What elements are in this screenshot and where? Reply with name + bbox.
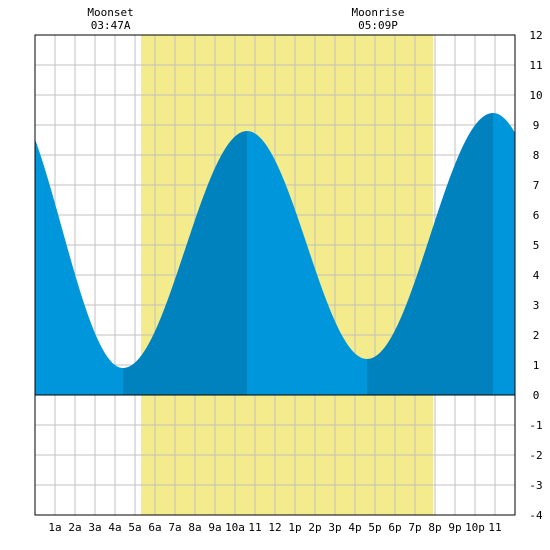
- x-tick-label: 3a: [88, 521, 101, 534]
- x-tick-label: 4a: [108, 521, 121, 534]
- y-tick-label: 4: [533, 269, 540, 282]
- x-tick-label: 10p: [465, 521, 485, 534]
- tide-area-rising: [367, 113, 493, 395]
- y-tick-label: 12: [529, 29, 542, 42]
- x-tick-label: 3p: [328, 521, 341, 534]
- y-tick-label: 2: [533, 329, 540, 342]
- x-tick-label: 4p: [348, 521, 361, 534]
- y-tick-label: 8: [533, 149, 540, 162]
- y-tick-label: -1: [529, 419, 542, 432]
- moon-event-time: 05:09P: [358, 19, 398, 32]
- moon-event-name: Moonset: [87, 6, 133, 19]
- x-tick-label: 5a: [128, 521, 141, 534]
- x-tick-label: 1p: [288, 521, 301, 534]
- x-tick-label: 2p: [308, 521, 321, 534]
- x-tick-labels: 1a 2a 3a 4a 5a 6a 7a 8a 9a 10a 11 12 1p 2p 3p 4p 5p 6p 7p 8…: [48, 521, 501, 534]
- y-tick-label: -4: [529, 509, 543, 522]
- x-tick-label: 10a: [225, 521, 245, 534]
- moon-event-time: 03:47A: [91, 19, 131, 32]
- y-tick-label: -2: [529, 449, 542, 462]
- x-tick-label: 7a: [168, 521, 181, 534]
- tide-area-falling: [247, 131, 367, 395]
- tide-area-falling: [493, 113, 515, 395]
- y-tick-label: -3: [529, 479, 542, 492]
- y-tick-label: 10: [529, 89, 542, 102]
- y-tick-label: 9: [533, 119, 540, 132]
- x-tick-label: 12: [268, 521, 281, 534]
- x-tick-label: 11: [488, 521, 501, 534]
- x-tick-label: 5p: [368, 521, 381, 534]
- tide-layer: [35, 113, 515, 395]
- x-tick-label: 8p: [428, 521, 441, 534]
- x-tick-label: 1a: [48, 521, 61, 534]
- moon-event-name: Moonrise: [352, 6, 405, 19]
- y-tick-label: 7: [533, 179, 540, 192]
- y-tick-label: 1: [533, 359, 540, 372]
- x-tick-label: 9a: [208, 521, 221, 534]
- y-tick-label: 11: [529, 59, 542, 72]
- x-tick-label: 2a: [68, 521, 81, 534]
- x-tick-label: 9p: [448, 521, 461, 534]
- y-tick-label: 3: [533, 299, 540, 312]
- y-tick-label: 5: [533, 239, 540, 252]
- plot-border: [34, 34, 516, 516]
- y-tick-label: 6: [533, 209, 540, 222]
- tide-area-rising: [123, 131, 247, 395]
- x-tick-label: 8a: [188, 521, 201, 534]
- x-tick-label: 6p: [388, 521, 401, 534]
- tide-area-falling: [35, 139, 123, 395]
- x-tick-label: 7p: [408, 521, 421, 534]
- y-tick-label: 0: [533, 389, 540, 402]
- x-tick-label: 6a: [148, 521, 161, 534]
- x-tick-label: 11: [248, 521, 261, 534]
